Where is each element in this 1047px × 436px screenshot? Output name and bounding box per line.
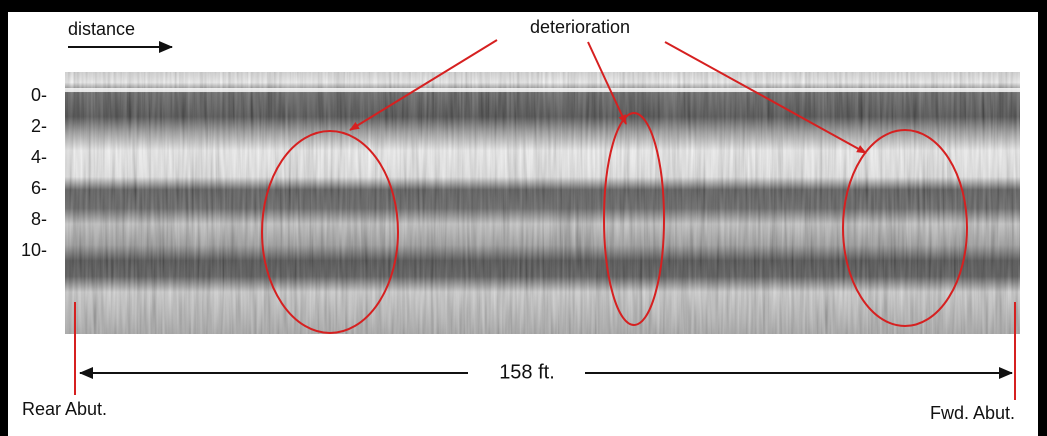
- depth-label: 10-: [21, 240, 47, 260]
- deterioration-zone: [261, 130, 399, 334]
- deterioration-zone: [842, 129, 968, 327]
- surface-line: [65, 88, 1020, 92]
- deterioration-zone: [603, 112, 665, 326]
- deterioration-pointers: [261, 39, 968, 334]
- deterioration-label: deterioration: [530, 17, 630, 37]
- pointer: [349, 39, 498, 131]
- pointer: [587, 41, 627, 125]
- rear-label: Rear Abut.: [22, 399, 107, 419]
- depth-label: 4-: [31, 147, 47, 167]
- depth-label: 0-: [31, 85, 47, 105]
- depth-scale: 0- 2- 4- 6- 8- 10-: [21, 85, 47, 260]
- depth-label: 8-: [31, 209, 47, 229]
- span-label: 158 ft.: [499, 361, 555, 383]
- depth-label: 6-: [31, 178, 47, 198]
- forward-label: Fwd. Abut.: [930, 403, 1015, 423]
- radar-texture: [65, 72, 1020, 334]
- radar-image: [65, 72, 1020, 334]
- distance-label: distance: [68, 19, 135, 39]
- pointer: [664, 41, 867, 154]
- depth-label: 2-: [31, 116, 47, 136]
